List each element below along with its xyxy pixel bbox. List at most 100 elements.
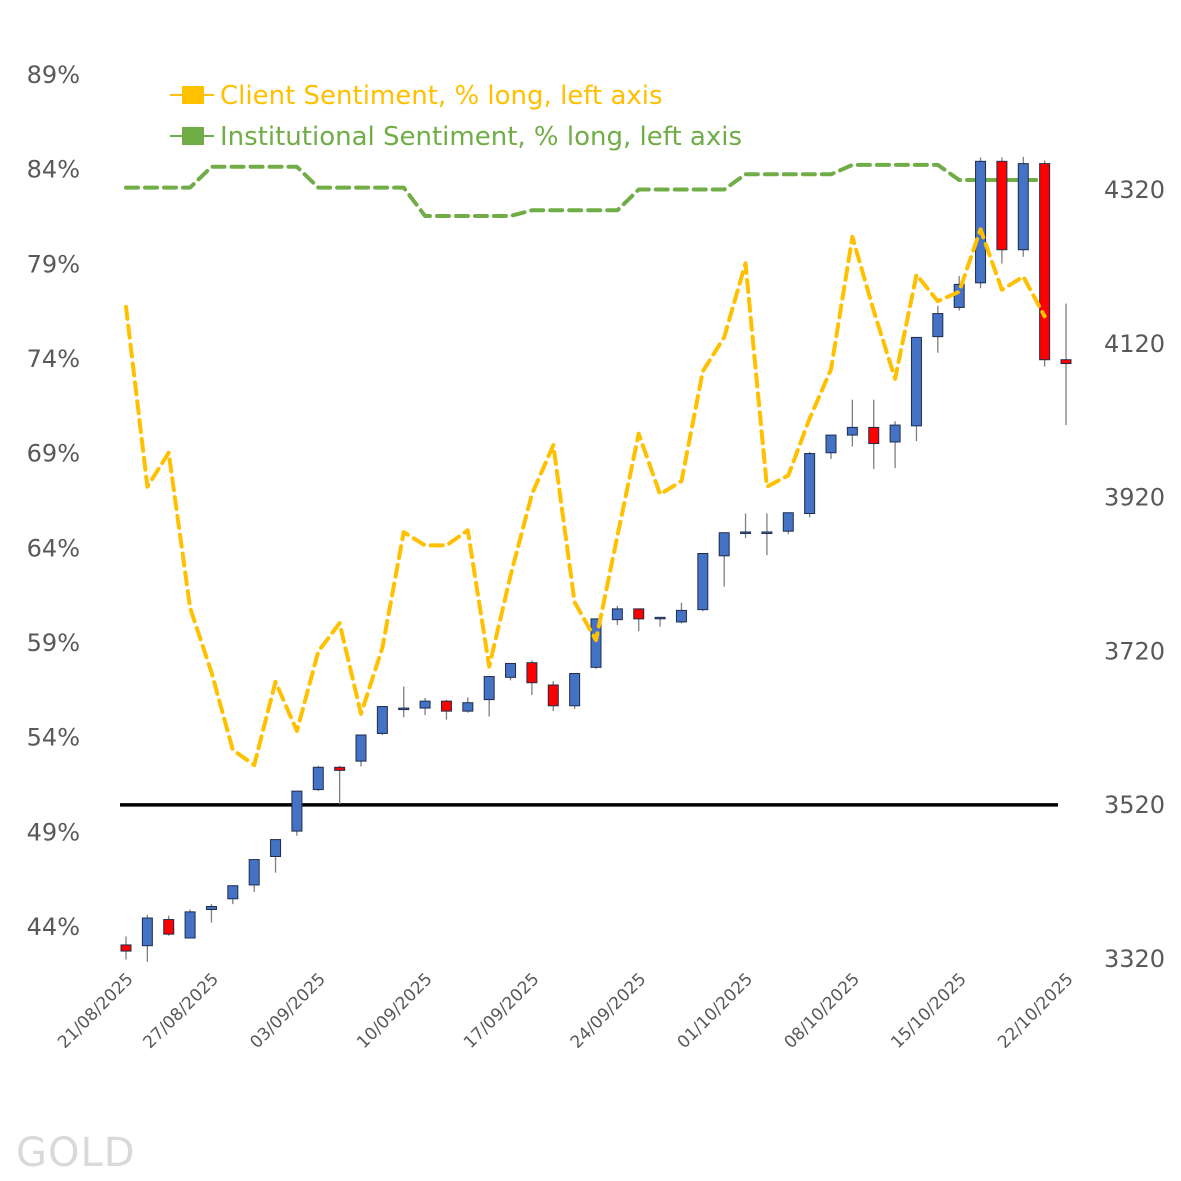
candle — [355, 734, 367, 767]
candle — [205, 904, 217, 923]
x-axis-tick-label: 21/08/2025 — [54, 969, 137, 1052]
legend-client-swatch — [182, 86, 204, 104]
legend: Client Sentiment, % long, left axis Inst… — [170, 81, 742, 152]
candle-body-down — [1039, 163, 1051, 361]
candle-body-up — [227, 885, 239, 900]
x-axis-tick-label: 27/08/2025 — [140, 969, 223, 1052]
candle-body-up — [398, 707, 410, 711]
candle — [440, 699, 452, 720]
candle — [718, 532, 730, 587]
x-axis-tick-label: 17/09/2025 — [460, 969, 543, 1052]
candle — [697, 553, 709, 612]
candle — [270, 839, 282, 873]
client-sentiment-line — [124, 227, 1047, 768]
candle-body-up — [932, 313, 944, 338]
candle — [1039, 160, 1051, 367]
institutional-sentiment-line — [124, 162, 1047, 218]
candle-body-down — [163, 919, 175, 935]
candle — [932, 305, 944, 353]
candle — [1060, 303, 1072, 426]
candle-body-up — [804, 453, 816, 515]
right-axis-tick-label: 3720 — [1104, 637, 1165, 665]
candle — [910, 336, 922, 442]
candle-body-down — [1060, 359, 1072, 365]
left-axis-tick-label: 89% — [27, 61, 80, 89]
right-axis-ticks: 4320 4120 3920 3720 3520 3320 — [1104, 176, 1165, 973]
candle — [184, 909, 196, 939]
candle-body-up — [141, 917, 153, 947]
candle — [248, 859, 260, 892]
candle-body-up — [205, 905, 217, 911]
candle-body-up — [654, 616, 666, 620]
candle-body-up — [376, 706, 388, 734]
candle — [569, 672, 581, 709]
x-axis-tick-label: 10/09/2025 — [353, 969, 436, 1052]
candle-body-up — [1017, 163, 1029, 251]
instrument-watermark: GOLD — [16, 1130, 136, 1176]
left-axis-tick-label: 69% — [27, 440, 80, 468]
candle — [590, 618, 602, 669]
candle-body-up — [419, 700, 431, 709]
candle-body-up — [312, 766, 324, 791]
x-axis-tick-label: 15/10/2025 — [887, 969, 970, 1052]
left-axis-tick-label: 59% — [27, 629, 80, 657]
candle — [740, 513, 752, 539]
candle — [782, 512, 794, 535]
right-axis-tick-label: 3320 — [1104, 945, 1165, 973]
x-axis-tick-label: 24/09/2025 — [567, 969, 650, 1052]
candle-body-up — [462, 702, 474, 712]
candle — [462, 697, 474, 713]
candle-body-down — [334, 766, 346, 771]
candle-body-up — [569, 672, 581, 707]
candle-body-up — [505, 662, 517, 678]
legend-institutional-swatch — [182, 127, 204, 145]
candle-body-down — [868, 426, 880, 445]
right-axis-tick-label: 4120 — [1104, 330, 1165, 358]
candle-body-up — [291, 790, 303, 832]
candle-body-down — [633, 608, 645, 620]
candle-body-up — [184, 911, 196, 939]
candle — [398, 686, 410, 718]
candle-body-up — [740, 531, 752, 534]
candle — [526, 660, 538, 696]
left-axis-ticks: 89% 84% 79% 74% 69% 64% 59% 54% 49% 44% — [27, 61, 80, 941]
candle — [1017, 156, 1029, 257]
candle — [483, 676, 495, 717]
candle — [163, 915, 175, 936]
candle-body-up — [355, 734, 367, 762]
candle-body-down — [547, 684, 559, 707]
legend-item-institutional[interactable]: Institutional Sentiment, % long, left ax… — [170, 122, 742, 152]
left-axis-tick-label: 54% — [27, 724, 80, 752]
candle-body-up — [270, 839, 282, 857]
left-axis-tick-label: 74% — [27, 345, 80, 373]
right-axis-tick-label: 3920 — [1104, 484, 1165, 512]
candle-body-up — [248, 859, 260, 886]
candle — [761, 513, 773, 556]
candle — [141, 914, 153, 962]
candle — [889, 421, 901, 469]
client-sentiment-series — [124, 227, 1047, 768]
candle — [419, 698, 431, 715]
legend-item-client[interactable]: Client Sentiment, % long, left axis — [170, 81, 663, 111]
candle-body-down — [440, 700, 452, 712]
candle — [611, 605, 623, 626]
candle-body-up — [611, 608, 623, 621]
price-candles — [120, 156, 1072, 962]
candle-body-up — [697, 553, 709, 611]
right-axis-tick-label: 3520 — [1104, 791, 1165, 819]
candle-body-up — [825, 434, 837, 454]
candle — [376, 706, 388, 735]
x-axis-tick-label: 08/10/2025 — [780, 969, 863, 1052]
candle-body-up — [889, 424, 901, 443]
x-axis-ticks: 21/08/2025 27/08/2025 03/09/2025 10/09/2025… — [54, 969, 1077, 1052]
candle — [312, 765, 324, 792]
left-axis-tick-label: 79% — [27, 250, 80, 278]
candle-body-up — [846, 426, 858, 436]
candle-body-down — [526, 662, 538, 684]
candle — [675, 602, 687, 624]
candle — [975, 157, 987, 289]
legend-client-label: Client Sentiment, % long, left axis — [220, 81, 663, 111]
left-axis-tick-label: 44% — [27, 913, 80, 941]
candle-body-down — [120, 944, 132, 952]
